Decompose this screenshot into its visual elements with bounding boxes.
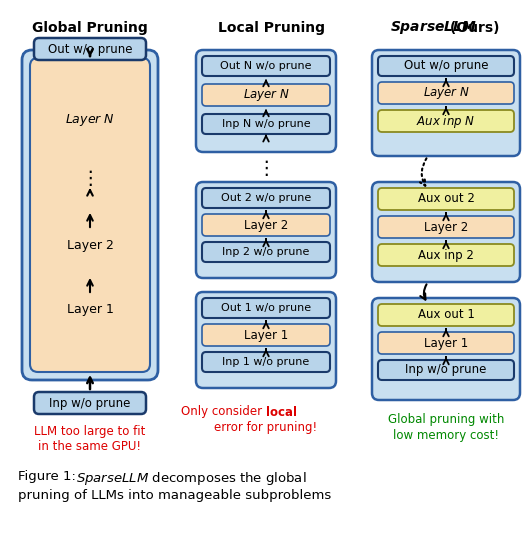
Text: Out w/o prune: Out w/o prune (404, 60, 488, 72)
Text: Layer 1: Layer 1 (244, 328, 288, 342)
Text: Layer $N$: Layer $N$ (422, 85, 469, 101)
FancyBboxPatch shape (378, 56, 514, 76)
FancyBboxPatch shape (202, 56, 330, 76)
Text: Layer 2: Layer 2 (424, 220, 468, 233)
Text: local: local (266, 406, 297, 418)
Text: LLM too large to fit: LLM too large to fit (34, 426, 146, 438)
FancyBboxPatch shape (196, 50, 336, 152)
FancyBboxPatch shape (378, 110, 514, 132)
FancyBboxPatch shape (202, 188, 330, 208)
Text: Aux out 2: Aux out 2 (418, 193, 475, 205)
FancyBboxPatch shape (378, 360, 514, 380)
Text: Layer 2: Layer 2 (244, 219, 288, 231)
FancyBboxPatch shape (378, 304, 514, 326)
FancyBboxPatch shape (30, 58, 150, 372)
Text: Inp 2 w/o prune: Inp 2 w/o prune (222, 247, 310, 257)
Text: Figure 1:: Figure 1: (18, 470, 85, 483)
Text: in the same GPU!: in the same GPU! (38, 440, 142, 454)
FancyBboxPatch shape (202, 84, 330, 106)
FancyBboxPatch shape (378, 188, 514, 210)
FancyBboxPatch shape (372, 298, 520, 400)
Text: Inp w/o prune: Inp w/o prune (49, 396, 131, 410)
FancyBboxPatch shape (196, 292, 336, 388)
Text: Inp 1 w/o prune: Inp 1 w/o prune (222, 357, 310, 367)
Text: low memory cost!: low memory cost! (393, 428, 499, 442)
FancyBboxPatch shape (196, 182, 336, 278)
Text: Out 2 w/o prune: Out 2 w/o prune (221, 193, 311, 203)
Text: Aux inp $N$: Aux inp $N$ (417, 113, 476, 130)
FancyBboxPatch shape (202, 114, 330, 134)
FancyBboxPatch shape (378, 332, 514, 354)
Text: $\mathit{SparseLLM}$ decomposes the global: $\mathit{SparseLLM}$ decomposes the glob… (76, 470, 306, 487)
FancyBboxPatch shape (34, 392, 146, 414)
FancyBboxPatch shape (378, 216, 514, 238)
FancyBboxPatch shape (202, 242, 330, 262)
Text: Aux out 1: Aux out 1 (418, 309, 475, 321)
FancyBboxPatch shape (202, 352, 330, 372)
Text: ⋮: ⋮ (256, 158, 276, 178)
FancyBboxPatch shape (372, 182, 520, 282)
FancyBboxPatch shape (202, 298, 330, 318)
Text: Out 1 w/o prune: Out 1 w/o prune (221, 303, 311, 313)
Text: ⋮: ⋮ (80, 168, 100, 188)
Text: Layer 2: Layer 2 (66, 238, 113, 252)
Text: Inp N w/o prune: Inp N w/o prune (222, 119, 310, 129)
FancyBboxPatch shape (22, 50, 158, 380)
FancyBboxPatch shape (378, 82, 514, 104)
Text: Global Pruning: Global Pruning (32, 21, 148, 35)
Text: Inp w/o prune: Inp w/o prune (405, 364, 487, 376)
FancyBboxPatch shape (202, 214, 330, 236)
Text: Global pruning with: Global pruning with (388, 413, 504, 427)
FancyBboxPatch shape (372, 50, 520, 156)
FancyBboxPatch shape (202, 324, 330, 346)
Text: Local Pruning: Local Pruning (219, 21, 326, 35)
Text: error for pruning!: error for pruning! (214, 421, 318, 433)
Text: Out N w/o prune: Out N w/o prune (220, 61, 312, 71)
Text: Layer $N$: Layer $N$ (65, 112, 115, 128)
Text: Layer 1: Layer 1 (424, 337, 468, 349)
Text: (Ours): (Ours) (445, 21, 500, 35)
Text: $\bfit{SparseLLM}$: $\bfit{SparseLLM}$ (390, 19, 477, 36)
Text: Only consider: Only consider (181, 406, 266, 418)
Text: Layer 1: Layer 1 (66, 304, 113, 316)
Text: Aux inp 2: Aux inp 2 (418, 248, 474, 262)
FancyBboxPatch shape (378, 244, 514, 266)
Text: pruning of LLMs into manageable subproblems: pruning of LLMs into manageable subprobl… (18, 489, 331, 502)
Text: Layer $N$: Layer $N$ (243, 87, 289, 103)
FancyBboxPatch shape (34, 38, 146, 60)
Text: Out w/o prune: Out w/o prune (48, 43, 132, 56)
